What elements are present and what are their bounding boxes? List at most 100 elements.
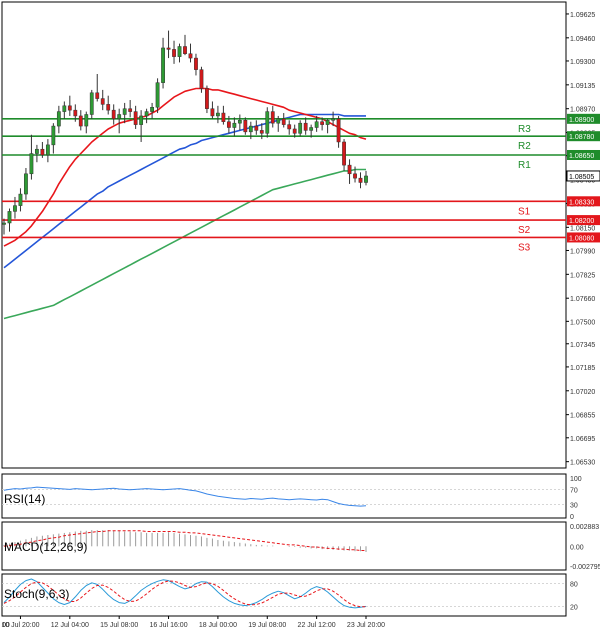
candle-bull (232, 122, 237, 128)
candle-bear (67, 105, 72, 111)
candle-bear (347, 164, 352, 175)
candle-bull (298, 122, 303, 134)
candle-bear (221, 112, 226, 122)
time-tick-label: 15 Jul 08:00 (100, 622, 138, 629)
level-tag-text-r2: 1.08780 (569, 134, 594, 141)
time-tick-label: 18 Jul 00:00 (199, 622, 237, 629)
price-tick-label: 1.07825 (570, 272, 595, 279)
time-tick-label: 12 Jul 04:00 (51, 622, 89, 629)
candle-bull (122, 108, 127, 115)
candle-bull (314, 121, 319, 128)
rsi-panel-frame (1, 473, 567, 519)
candle-bull (13, 205, 17, 212)
candle-bear (281, 118, 286, 125)
candle-bull (45, 144, 50, 156)
candle-bull (237, 120, 242, 124)
candle-bear (336, 118, 341, 143)
rsi-tick-label: 100 (570, 476, 582, 483)
candle-bull (177, 46, 182, 57)
price-tick-label: 1.07990 (570, 248, 595, 255)
price-tick-label: 1.07660 (570, 296, 595, 303)
candle-bull (309, 127, 314, 131)
time-tick-label: 10 Jul 20:00 (1, 622, 39, 629)
level-tag-r1 (567, 149, 600, 160)
candle-bear (40, 148, 45, 156)
candle-bear (210, 108, 215, 117)
candle-bull (265, 111, 270, 134)
rsi-tick-label: 30 (570, 503, 578, 510)
candle-bear (199, 69, 204, 89)
level-tag-text-s3: 1.08080 (569, 235, 594, 242)
stoch-panel: 80 20 Stoch(9,6,3) (2, 578, 578, 611)
candle-bear (358, 177, 363, 183)
candle-bull (325, 120, 330, 125)
macd-panel-frame (1, 521, 567, 571)
candle-bull (89, 92, 94, 115)
candle-bear (205, 88, 209, 109)
rsi-title: RSI(14) (4, 492, 45, 506)
candle-bull (56, 111, 61, 127)
candle-bear (320, 121, 325, 125)
candle-bull (18, 193, 23, 206)
candle-bull (216, 112, 220, 117)
price-tick-label: 1.07345 (570, 342, 595, 349)
level-label-s2: S2 (518, 225, 531, 236)
level-label-s3: S3 (518, 242, 531, 253)
candle-bear (342, 141, 346, 166)
candle-bear (106, 104, 111, 111)
candle-bear (226, 121, 231, 128)
level-label-r3: R3 (518, 124, 531, 135)
stoch-title: Stoch(9,6,3) (4, 587, 69, 601)
level-tag-text-r1: 1.08650 (569, 153, 594, 160)
candle-bull (144, 111, 149, 117)
candle-bear (100, 98, 105, 105)
price-tick-label: 1.08970 (570, 107, 595, 114)
level-label-s1: S1 (518, 206, 531, 217)
rsi-tick-label: 70 (570, 487, 578, 494)
candle-bull (139, 115, 144, 125)
stoch-panel-frame (1, 573, 567, 617)
candle-bear (259, 130, 264, 134)
candle-bull (84, 114, 89, 127)
price-tick-label: 1.08150 (570, 225, 595, 232)
candle-bear (95, 92, 100, 99)
candle-bull (161, 47, 165, 83)
candle-bear (254, 125, 259, 131)
candle-bull (35, 148, 39, 154)
level-label-r2: R2 (518, 141, 531, 152)
time-tick-label: 16 Jul 16:00 (149, 622, 187, 629)
candle-bull (276, 118, 281, 124)
rsi-panel: 100 70 30 0 RSI(14) (2, 476, 582, 521)
price-panel-frame (1, 1, 567, 469)
level-tag-s1 (567, 196, 600, 207)
level-tag-text-s2: 1.08200 (569, 218, 594, 225)
candle-bear (194, 57, 198, 70)
candle-bear (243, 120, 248, 133)
candle-bull (331, 118, 335, 121)
current-price-text: 1.08505 (569, 174, 594, 181)
candle-bull (364, 175, 368, 183)
level-tag-s3 (567, 232, 600, 243)
price-tick-label: 1.07185 (570, 365, 595, 372)
price-tick-label: 1.07020 (570, 389, 595, 396)
candle-bear (73, 109, 78, 117)
macd-panel: 0.002883 0.00 -0.002795 MACD(12,26,9) (3, 524, 600, 571)
stoch-tick-label: 20 (570, 604, 578, 611)
candle-bear (270, 111, 275, 124)
current-price-tag (566, 170, 600, 182)
level-tag-s2 (567, 215, 600, 226)
candle-bear (287, 124, 292, 130)
candle-bull (155, 82, 160, 108)
time-tick-label: 19 Jul 08:00 (248, 622, 286, 629)
price-tick-label: 1.09300 (570, 59, 595, 66)
macd-title: MACD(12,26,9) (4, 540, 87, 554)
candle-bear (111, 109, 116, 120)
macd-tick-label: 0.002883 (570, 524, 599, 531)
candle-bull (29, 153, 34, 175)
macd-tick-label: 0.00 (570, 544, 584, 551)
candle-bear (303, 122, 308, 131)
macd-tick-label: -0.002795 (570, 564, 600, 571)
